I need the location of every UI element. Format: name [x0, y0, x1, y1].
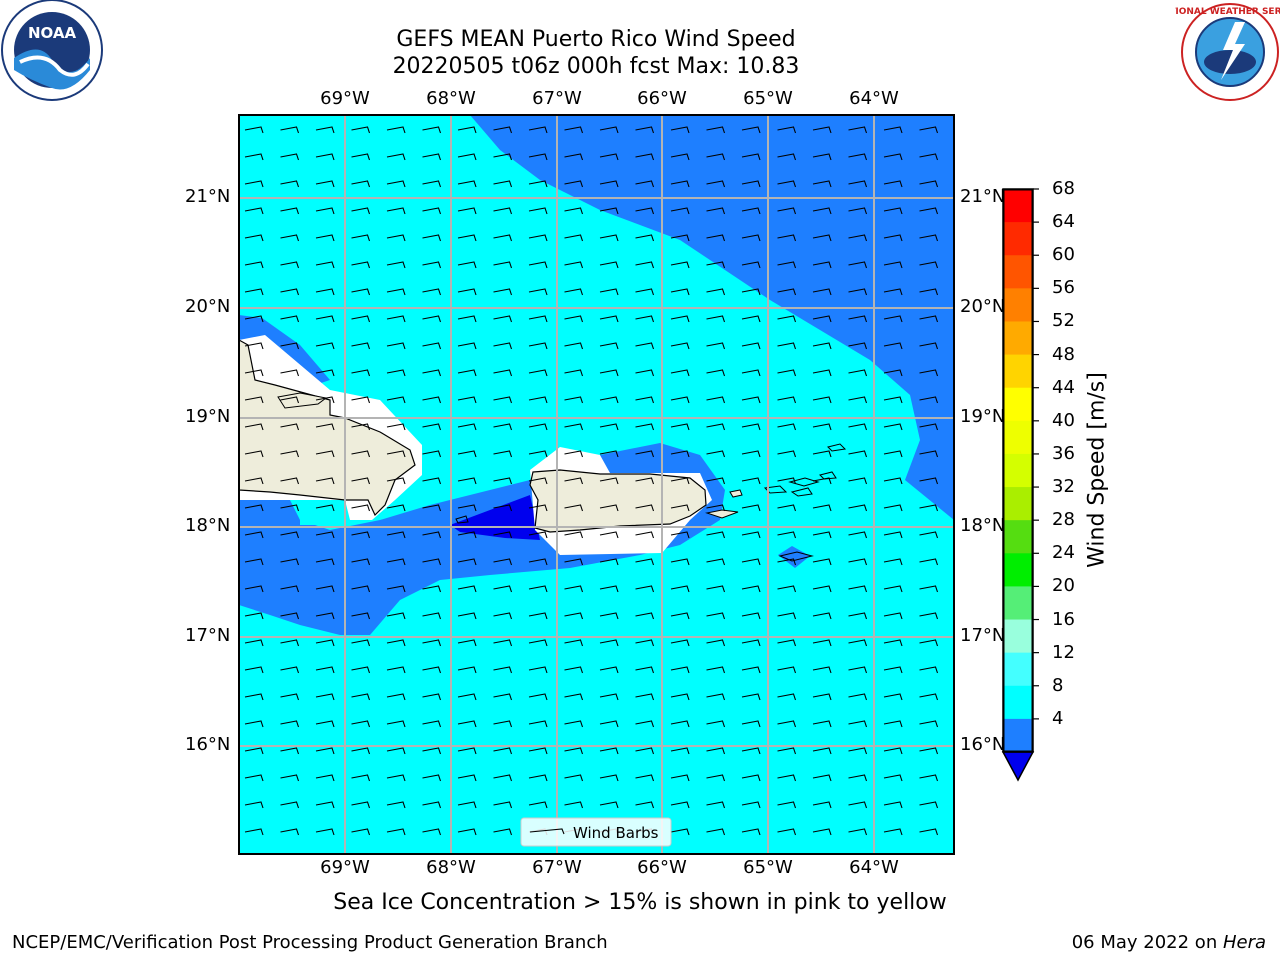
lat-label-right: 16°N: [960, 734, 1006, 755]
colorbar-under-arrow: [1001, 751, 1035, 782]
wind-barbs-legend: Wind Barbs: [520, 817, 672, 847]
colorbar-segment-overlay: [1003, 718, 1033, 752]
colorbar-tick-label: 16: [1052, 608, 1075, 630]
colorbar-tick-label: 24: [1052, 542, 1075, 564]
colorbar-segment-overlay: [1003, 652, 1033, 687]
colorbar-segment-overlay: [1003, 387, 1033, 422]
lon-label-top: 68°W: [426, 88, 476, 109]
colorbar-tick-label: 52: [1052, 310, 1075, 332]
lon-label-bottom: 66°W: [637, 857, 687, 878]
colorbar-tick-label: 48: [1052, 343, 1075, 365]
colorbar-tick-label: 36: [1052, 442, 1075, 464]
colorbar-segment-overlay: [1003, 586, 1033, 621]
colorbar-tick-label: 68: [1052, 178, 1075, 199]
lon-label-top: 67°W: [532, 88, 582, 109]
colorbar-segment-overlay: [1003, 553, 1033, 587]
lat-label-left: 16°N: [185, 734, 231, 755]
wind-barbs-field: [239, 115, 954, 854]
lat-label-left: 20°N: [185, 296, 231, 317]
colorbar-tick-label: 8: [1052, 674, 1064, 696]
noaa-logo-text: NOAA: [28, 24, 77, 42]
lat-label-right: 19°N: [960, 406, 1006, 427]
lat-label-left: 19°N: [185, 406, 231, 427]
colorbar-segment-overlay: [1003, 321, 1033, 356]
map-gridlines: [239, 115, 954, 854]
noaa-logo: NOAA: [1, 0, 103, 101]
colorbar-frame-overlay: [1003, 189, 1033, 752]
lon-label-top: 69°W: [320, 88, 370, 109]
colorbar-tick-label: 12: [1052, 641, 1075, 663]
colorbar-segment-overlay: [1003, 453, 1033, 488]
colorbar-tick-label: 40: [1052, 409, 1075, 431]
footer-date: 06 May 2022 on Hera: [1072, 932, 1266, 953]
colorbar-label: Wind Speed [m/s]: [1084, 372, 1110, 568]
lon-label-top: 65°W: [743, 88, 793, 109]
lat-label-left: 18°N: [185, 515, 231, 536]
lat-label-right: 20°N: [960, 296, 1006, 317]
colorbar-tick-label: 60: [1052, 244, 1075, 266]
colorbar-cover: [1003, 189, 1033, 752]
lat-label-right: 21°N: [960, 186, 1006, 207]
lat-label-right: 18°N: [960, 515, 1006, 536]
wind-barbs-legend-label: Wind Barbs: [573, 824, 659, 842]
lat-label-right: 17°N: [960, 625, 1006, 646]
colorbar-segment-overlay: [1003, 222, 1033, 256]
colorbar-tick-label: 56: [1052, 277, 1075, 299]
colorbar-tick-label: 20: [1052, 575, 1075, 597]
nws-logo-text: NATIONAL WEATHER SERVICE: [1175, 7, 1280, 17]
map-title: GEFS MEAN Puerto Rico Wind Speed: [396, 27, 796, 52]
lat-label-left: 17°N: [185, 625, 231, 646]
footer-branch: NCEP/EMC/Verification Post Processing Pr…: [12, 932, 608, 953]
colorbar-segment-overlay: [1003, 255, 1033, 289]
colorbar-tick-label: 32: [1052, 476, 1075, 498]
colorbar-tick-label: 64: [1052, 211, 1075, 233]
map-subtitle: 20220505 t06z 000h fcst Max: 10.83: [392, 54, 800, 79]
map-frame: [238, 114, 955, 855]
colorbar-tick-label: 44: [1052, 376, 1075, 398]
footer-machine: Hera: [1222, 932, 1266, 953]
lat-label-left: 21°N: [185, 186, 231, 207]
colorbar-tick-label: 4: [1052, 707, 1064, 729]
lon-label-bottom: 64°W: [849, 857, 899, 878]
nws-logo: NATIONAL WEATHER SERVICE: [1175, 3, 1280, 101]
colorbar-segment-overlay: [1003, 685, 1033, 720]
lon-label-bottom: 65°W: [743, 857, 793, 878]
colorbar-segment-overlay: [1003, 189, 1033, 223]
colorbar-segment-overlay: [1003, 420, 1033, 455]
lon-label-top: 66°W: [637, 88, 687, 109]
sea-ice-note: Sea Ice Concentration > 15% is shown in …: [333, 890, 947, 915]
colorbar-segment-overlay: [1003, 487, 1033, 521]
colorbar-segment-overlay: [1003, 288, 1033, 322]
colorbar-segment-overlay: [1003, 520, 1033, 554]
lon-label-top: 64°W: [849, 88, 899, 109]
footer-date-text: 06 May 2022 on: [1071, 932, 1223, 953]
colorbar-tick-label: 28: [1052, 509, 1075, 531]
lon-label-bottom: 68°W: [426, 857, 476, 878]
lon-label-bottom: 67°W: [532, 857, 582, 878]
colorbar-segment-overlay: [1003, 354, 1033, 389]
lon-label-bottom: 69°W: [320, 857, 370, 878]
colorbar-segment-overlay: [1003, 619, 1033, 654]
